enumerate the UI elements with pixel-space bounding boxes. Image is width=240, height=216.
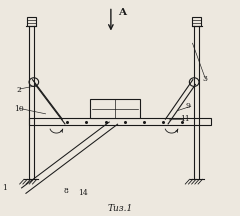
Bar bbox=[90, 99, 140, 118]
Bar bbox=[29, 118, 211, 125]
Text: A: A bbox=[118, 8, 126, 17]
Text: 14: 14 bbox=[78, 189, 88, 197]
Bar bbox=[27, 17, 36, 26]
Text: 8: 8 bbox=[64, 187, 68, 195]
Text: 9: 9 bbox=[186, 102, 191, 110]
Text: 1: 1 bbox=[2, 184, 7, 192]
Bar bbox=[192, 17, 201, 26]
Text: 10: 10 bbox=[14, 105, 24, 113]
Text: 2: 2 bbox=[17, 86, 22, 94]
Text: 11: 11 bbox=[180, 115, 190, 123]
Text: 3: 3 bbox=[203, 75, 208, 83]
Text: Τиз.1: Τиз.1 bbox=[107, 204, 133, 213]
